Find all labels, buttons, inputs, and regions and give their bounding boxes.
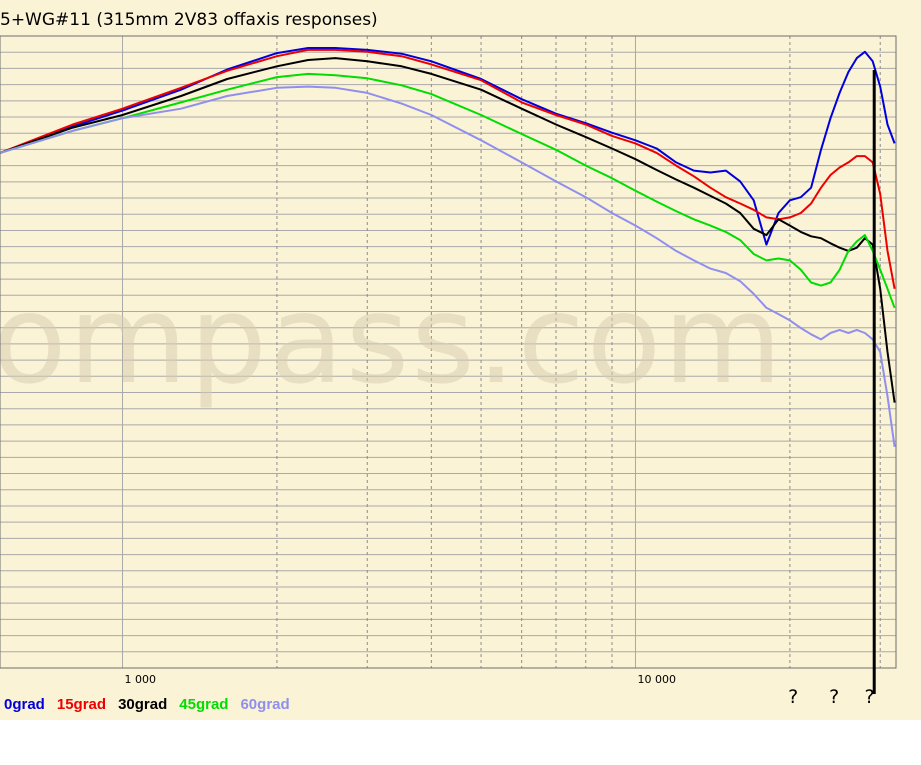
watermark: ompass.com <box>0 269 784 411</box>
legend-entry-60grad: 60grad <box>240 696 289 713</box>
legend-entry-30grad: 30grad <box>118 696 167 713</box>
plot-background <box>0 36 896 668</box>
annotation-question-mark: ? <box>829 686 839 708</box>
series-line-0grad <box>0 47 896 246</box>
series-line-60grad <box>0 85 896 447</box>
series-lines <box>0 47 896 447</box>
x-tick-labels: 1 000 10 000 <box>125 673 676 686</box>
annotations: ??? <box>788 686 874 708</box>
grid <box>0 36 896 668</box>
legend-entry-0grad: 0grad <box>4 696 45 713</box>
annotation-question-mark: ? <box>788 686 798 708</box>
series-line-15grad <box>0 48 896 289</box>
annotation-question-mark: ? <box>865 686 875 708</box>
legend-entry-15grad: 15grad <box>57 696 106 713</box>
x-tick-label: 1 000 <box>125 673 157 686</box>
x-tick-label: 10 000 <box>637 673 676 686</box>
chart-title: 5+WG#11 (315mm 2V83 offaxis responses) <box>0 10 378 30</box>
plot-area: ompass.com <box>0 35 897 694</box>
series-line-30grad <box>0 57 896 403</box>
legend: 0grad 15grad 30grad 45grad 60grad <box>4 696 290 713</box>
legend-entry-45grad: 45grad <box>179 696 228 713</box>
series-line-45grad <box>0 72 896 309</box>
plot-border <box>0 35 897 669</box>
